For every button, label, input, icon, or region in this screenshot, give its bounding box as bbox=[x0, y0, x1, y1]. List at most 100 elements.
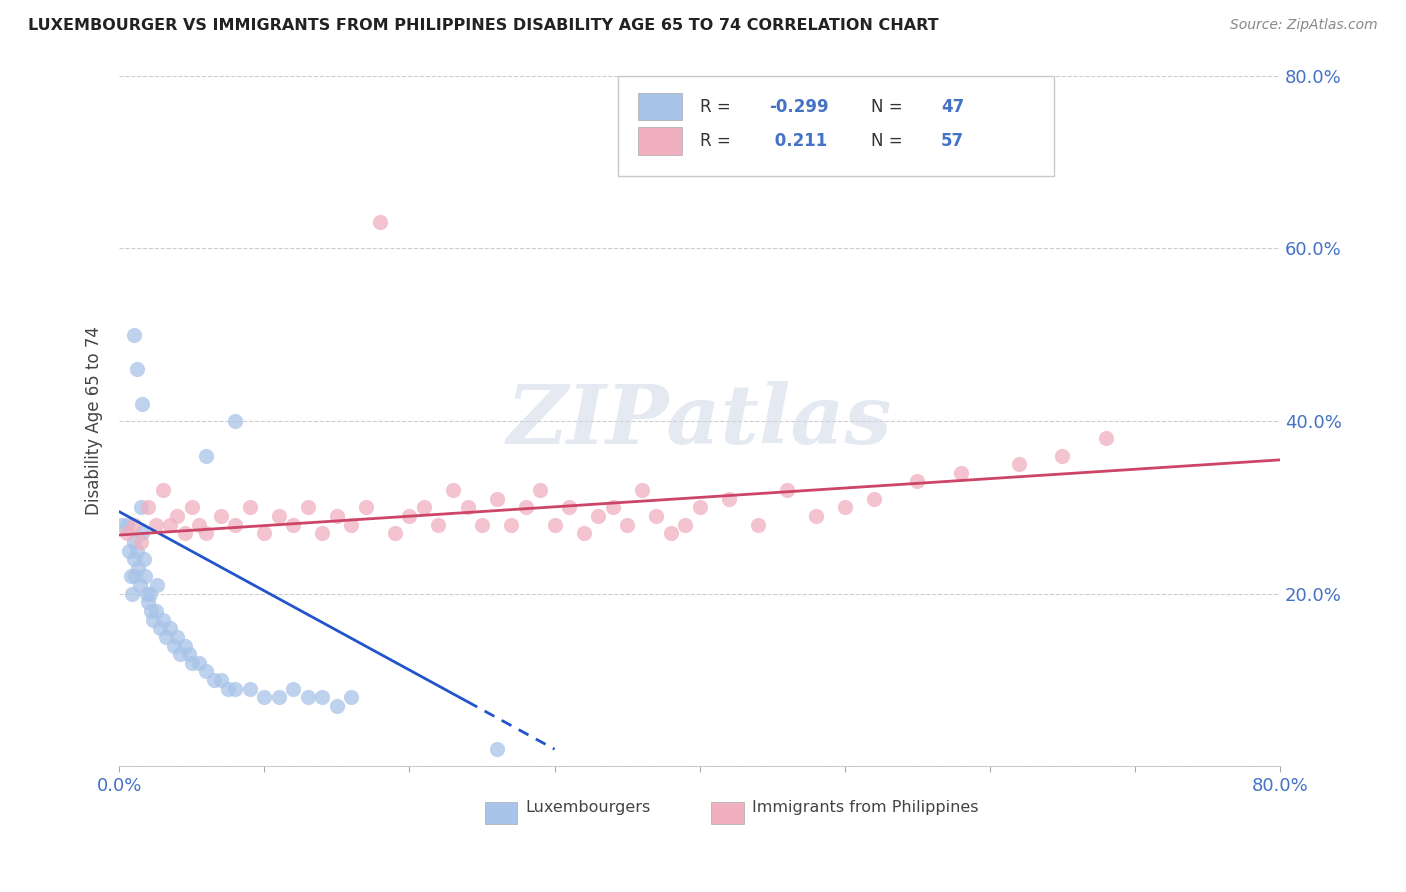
Point bbox=[195, 526, 218, 541]
Point bbox=[645, 508, 668, 523]
Point bbox=[173, 639, 195, 653]
Point bbox=[471, 517, 494, 532]
Point bbox=[689, 500, 711, 515]
Y-axis label: Disability Age 65 to 74: Disability Age 65 to 74 bbox=[86, 326, 103, 516]
Point bbox=[862, 491, 884, 506]
Point bbox=[136, 500, 159, 515]
Point bbox=[441, 483, 464, 497]
Point bbox=[311, 690, 333, 705]
Point bbox=[1008, 457, 1031, 471]
Point bbox=[155, 630, 177, 644]
Text: Source: ZipAtlas.com: Source: ZipAtlas.com bbox=[1230, 18, 1378, 32]
Point bbox=[173, 526, 195, 541]
Point bbox=[283, 517, 305, 532]
Point bbox=[111, 517, 134, 532]
Point bbox=[145, 604, 167, 618]
Text: Luxembourgers: Luxembourgers bbox=[526, 800, 651, 814]
Point bbox=[209, 673, 232, 687]
Point bbox=[224, 517, 246, 532]
Point bbox=[131, 397, 153, 411]
Point bbox=[141, 604, 163, 618]
Text: LUXEMBOURGER VS IMMIGRANTS FROM PHILIPPINES DISABILITY AGE 65 TO 74 CORRELATION : LUXEMBOURGER VS IMMIGRANTS FROM PHILIPPI… bbox=[28, 18, 939, 33]
Point bbox=[118, 543, 141, 558]
Point bbox=[413, 500, 436, 515]
Point bbox=[159, 517, 181, 532]
Point bbox=[128, 578, 150, 592]
Text: 47: 47 bbox=[941, 97, 965, 116]
Point bbox=[485, 742, 508, 756]
Point bbox=[1095, 431, 1118, 445]
Text: Immigrants from Philippines: Immigrants from Philippines bbox=[752, 800, 979, 814]
Point bbox=[127, 561, 149, 575]
Point bbox=[717, 491, 740, 506]
Point bbox=[283, 681, 305, 696]
Point bbox=[267, 690, 290, 705]
Point bbox=[145, 517, 167, 532]
FancyBboxPatch shape bbox=[485, 802, 517, 824]
Point bbox=[586, 508, 609, 523]
Point bbox=[297, 500, 319, 515]
Point bbox=[354, 500, 377, 515]
Text: 57: 57 bbox=[941, 132, 965, 150]
FancyBboxPatch shape bbox=[638, 93, 682, 120]
Point bbox=[202, 673, 225, 687]
FancyBboxPatch shape bbox=[638, 128, 682, 155]
Point bbox=[340, 690, 363, 705]
Point bbox=[239, 500, 262, 515]
Point bbox=[159, 621, 181, 635]
Point bbox=[326, 698, 349, 713]
Point bbox=[572, 526, 595, 541]
Point bbox=[558, 500, 581, 515]
Point bbox=[224, 681, 246, 696]
Point bbox=[131, 526, 153, 541]
Point bbox=[122, 517, 145, 532]
Point bbox=[120, 569, 142, 583]
Point bbox=[616, 517, 638, 532]
Point bbox=[602, 500, 624, 515]
Point bbox=[139, 587, 162, 601]
Point bbox=[149, 621, 172, 635]
Point bbox=[132, 552, 155, 566]
Point bbox=[217, 681, 239, 696]
Point bbox=[485, 491, 508, 506]
Point bbox=[129, 500, 152, 515]
Point bbox=[384, 526, 406, 541]
Point bbox=[224, 414, 246, 428]
Point bbox=[427, 517, 450, 532]
Text: R =: R = bbox=[700, 132, 741, 150]
Point bbox=[370, 215, 392, 229]
Point bbox=[188, 517, 211, 532]
Point bbox=[340, 517, 363, 532]
Text: R =: R = bbox=[700, 97, 735, 116]
Point bbox=[311, 526, 333, 541]
Point bbox=[515, 500, 537, 515]
Point bbox=[142, 613, 165, 627]
Point bbox=[180, 656, 202, 670]
Point bbox=[195, 665, 218, 679]
Point bbox=[136, 595, 159, 609]
Point bbox=[239, 681, 262, 696]
Text: N =: N = bbox=[872, 97, 908, 116]
Point bbox=[209, 508, 232, 523]
Point bbox=[180, 500, 202, 515]
FancyBboxPatch shape bbox=[619, 76, 1053, 176]
Text: N =: N = bbox=[872, 132, 908, 150]
Text: ZIPatlas: ZIPatlas bbox=[508, 381, 893, 461]
FancyBboxPatch shape bbox=[711, 802, 744, 824]
Point bbox=[949, 466, 972, 480]
Point bbox=[253, 526, 276, 541]
Point bbox=[125, 543, 148, 558]
Point bbox=[152, 613, 174, 627]
Point bbox=[195, 449, 218, 463]
Point bbox=[166, 630, 188, 644]
Point bbox=[169, 647, 191, 661]
Point bbox=[499, 517, 522, 532]
Point bbox=[398, 508, 420, 523]
Point bbox=[297, 690, 319, 705]
Point bbox=[135, 587, 157, 601]
Point bbox=[267, 508, 290, 523]
Point bbox=[188, 656, 211, 670]
Point bbox=[543, 517, 565, 532]
Point bbox=[163, 639, 186, 653]
Point bbox=[122, 535, 145, 549]
